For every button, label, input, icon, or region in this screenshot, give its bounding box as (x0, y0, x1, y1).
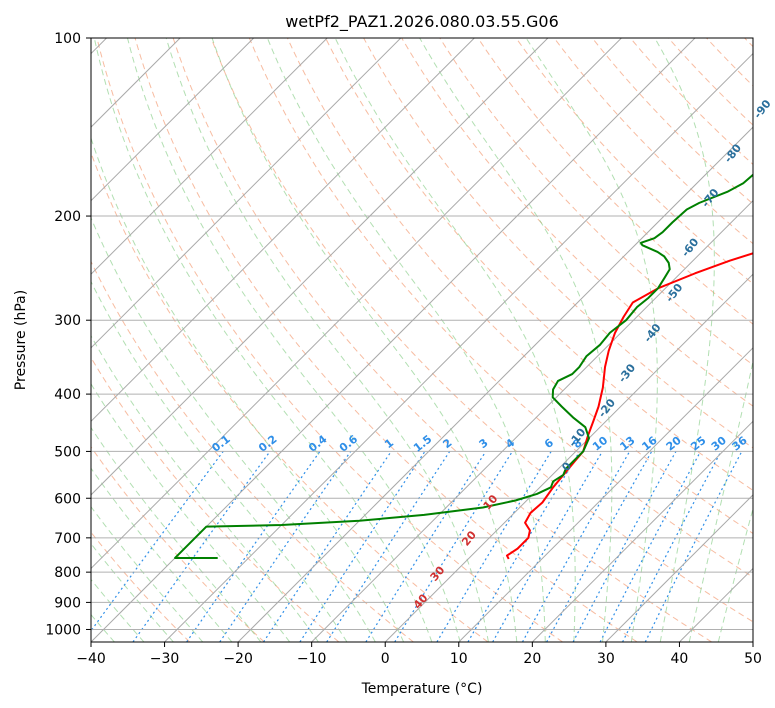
dry-adiabat-line (325, 38, 753, 491)
moist-adiabat-line (91, 542, 174, 642)
y-tick-label: 600 (54, 491, 81, 507)
moist-adiabat-line (91, 578, 145, 642)
isotherm-line (458, 347, 753, 642)
x-tick-label: −20 (223, 651, 253, 667)
x-tick-label: 20 (523, 651, 541, 667)
moist-adiabat-line (419, 38, 613, 642)
dewpoint-profile-line (174, 173, 753, 559)
isotherm-line (164, 52, 753, 642)
moist-adiabat-line (266, 38, 546, 642)
dry-adiabat-line (515, 38, 753, 285)
isotherm-line (311, 199, 753, 642)
dry-adiabat-line (91, 445, 265, 642)
moist-adiabat-line (91, 334, 319, 642)
moist-adiabat-line (91, 216, 376, 642)
isotherm-line (91, 38, 622, 570)
skewed-isotherms (91, 38, 753, 642)
moist-adiabat-line (91, 467, 233, 642)
x-axis: −40 −30 −20 −10 0 10 20 30 40 50 (76, 642, 762, 667)
x-tick-label: 50 (744, 651, 762, 667)
mixing-ratio-line (492, 451, 603, 642)
x-tick-label: 30 (597, 651, 615, 667)
chart-title: wetPf2_PAZ1.2026.080.03.55.G06 (285, 12, 559, 32)
x-tick-label: 0 (381, 651, 390, 667)
isotherm-line (91, 38, 475, 423)
dry-adiabat-line (286, 38, 753, 535)
dry-adiabat-line (248, 38, 753, 578)
moist-adiabat-line (91, 136, 405, 642)
mixing-ratio-line (394, 451, 513, 642)
x-tick-label: −10 (297, 651, 327, 667)
y-tick-label: 200 (54, 209, 81, 225)
moist-adiabat-line (717, 507, 753, 642)
y-tick-label: 300 (54, 313, 81, 329)
plot-frame (90, 37, 754, 643)
mixing-ratio-line (572, 451, 677, 642)
y-tick-label: 500 (54, 444, 81, 460)
x-axis-label: Temperature (°C) (361, 681, 483, 697)
mixing-ratio-line (467, 451, 581, 642)
isotherm-line (605, 494, 753, 642)
y-tick-label: 800 (54, 565, 81, 581)
mixing-ratio-line (622, 451, 722, 642)
mixing-ratio-line (546, 451, 653, 642)
x-tick-label: −30 (150, 651, 180, 667)
mixing-ratio-line (521, 451, 631, 642)
moist-adiabat-line (91, 426, 262, 642)
mixing-ratio-line (365, 451, 487, 642)
mixing-ratio-line (326, 451, 451, 642)
moist-adiabat-line (654, 38, 715, 642)
x-tick-label: −40 (76, 651, 106, 667)
temperature-profile-line (505, 252, 753, 560)
moist-adiabat-line (688, 359, 753, 642)
y-tick-label: 400 (54, 387, 81, 403)
isotherm-line (91, 38, 255, 202)
dry-adiabat-line (210, 38, 753, 623)
moist-adiabat-line (93, 38, 433, 642)
moist-adiabat-line (91, 382, 291, 642)
x-tick-label: 40 (671, 651, 689, 667)
y-tick-label: 1000 (45, 622, 81, 638)
moist-adiabat-line (211, 38, 518, 642)
moist-adiabat-line (126, 38, 461, 642)
isotherm-line (531, 420, 753, 642)
pressure-gridlines (91, 38, 753, 630)
moist-adiabat-line (525, 38, 658, 642)
moist-adiabat-line (165, 38, 489, 642)
isotherm-line (91, 38, 549, 496)
y-tick-label: 100 (54, 31, 81, 47)
y-axis: 100 200 300 400 500 600 700 800 900 1000 (45, 31, 91, 638)
sounding-series (174, 173, 753, 560)
dry-adiabat-line (96, 38, 563, 642)
y-tick-label: 900 (54, 595, 81, 611)
isotherm-line (91, 38, 402, 349)
mixing-ratio-line (91, 451, 224, 632)
mixing-ratio-line (299, 451, 426, 642)
isotherm-line (237, 126, 753, 642)
mixing-ratio-line (436, 451, 552, 642)
isotherm-line (91, 38, 328, 275)
x-tick-label: 10 (450, 651, 468, 667)
moist-adiabat-line (91, 505, 204, 642)
y-axis-label: Pressure (hPa) (13, 290, 29, 390)
moist-adiabat-line (334, 38, 576, 642)
isotherm-line (384, 273, 753, 642)
dry-adiabat-line (91, 260, 414, 642)
moist-adiabats (91, 38, 753, 642)
dry-adiabat-line (172, 38, 713, 642)
y-tick-label: 700 (54, 531, 81, 547)
mixing-ratio-line (599, 451, 702, 642)
